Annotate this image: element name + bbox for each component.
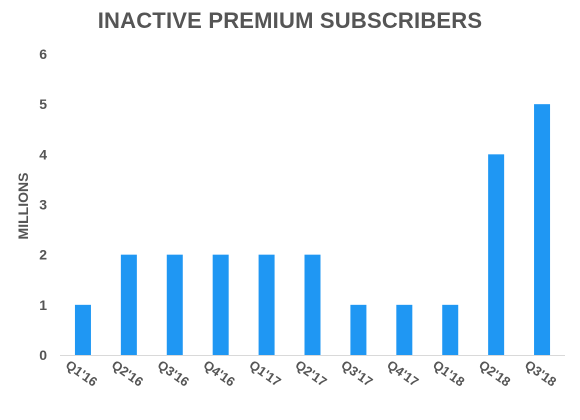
x-axis-ticks: Q1'16 Q2'16 Q3'16 Q4'16 Q1'17 Q2'17 Q3'17 Q4'17… — [63, 357, 559, 389]
y-tick-label: 1 — [39, 297, 47, 313]
bar — [396, 304, 413, 355]
bar — [120, 254, 137, 355]
bars-group — [74, 104, 551, 356]
bar — [350, 304, 367, 355]
bar — [488, 154, 505, 355]
bar — [74, 304, 91, 355]
bar — [258, 254, 275, 355]
bar — [304, 254, 321, 355]
bar — [534, 104, 551, 356]
y-tick-label: 6 — [39, 46, 47, 62]
x-tick-label: Q2'17 — [292, 357, 329, 389]
x-tick-label: Q4'16 — [201, 357, 238, 389]
x-tick-label: Q2'18 — [476, 357, 513, 389]
bar — [442, 304, 459, 355]
x-tick-label: Q3'16 — [155, 357, 192, 389]
y-axis-label: MILLIONS — [15, 173, 31, 240]
bar — [212, 254, 229, 355]
x-tick-label: Q4'17 — [384, 357, 421, 389]
y-tick-label: 4 — [39, 146, 47, 162]
y-tick-label: 2 — [39, 247, 47, 263]
y-tick-label: 0 — [39, 347, 47, 363]
x-tick-label: Q3'18 — [522, 357, 559, 389]
x-tick-label: Q3'17 — [338, 357, 375, 389]
x-tick-label: Q2'16 — [109, 357, 146, 389]
bar — [166, 254, 183, 355]
y-tick-label: 5 — [39, 96, 47, 112]
chart-title: INACTIVE PREMIUM SUBSCRIBERS — [97, 8, 483, 33]
x-tick-label: Q1'16 — [63, 357, 100, 389]
y-axis-ticks: 0 1 2 3 4 5 6 — [39, 46, 47, 363]
y-tick-label: 3 — [39, 197, 47, 213]
x-tick-label: Q1'17 — [247, 357, 284, 389]
x-tick-label: Q1'18 — [430, 357, 467, 389]
